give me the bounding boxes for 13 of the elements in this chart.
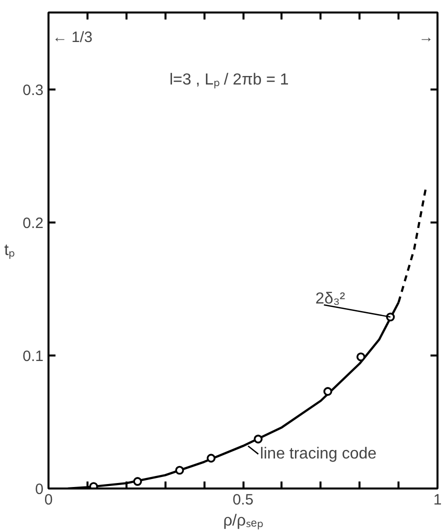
y-axis-title: tₚ — [4, 242, 15, 259]
y-tick-label: 0.1 — [22, 348, 44, 366]
annotation: 2δ₃² — [315, 290, 346, 308]
y-tick-label: 0.2 — [22, 215, 44, 232]
text: l=3 , Lₚ / 2πb = 1 — [169, 72, 289, 89]
x-tick-label: 0.5 — [232, 492, 254, 508]
annotation: ← 1/3 — [52, 28, 92, 46]
annotation: → — [418, 28, 434, 46]
x-axis-title: ρ/ρₛₑₚ — [223, 512, 263, 530]
y-tick-label: 0 — [35, 481, 44, 498]
y-tick-label: 0.3 — [22, 82, 44, 100]
x-tick-label: 1 — [433, 492, 442, 508]
annotation: line tracing code — [260, 445, 377, 462]
